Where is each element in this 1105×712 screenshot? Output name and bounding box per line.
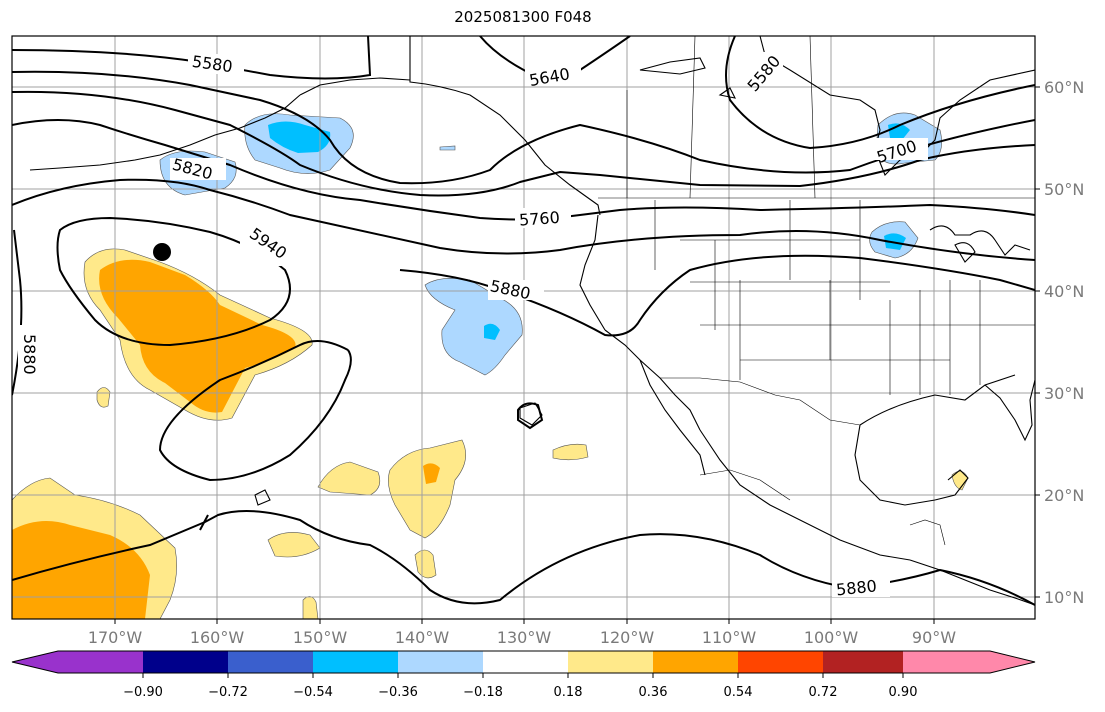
lon-ticks <box>114 619 935 624</box>
lon-label-150w: 150°W <box>293 628 348 647</box>
coastlines <box>29 36 1035 606</box>
hudson-bay <box>759 36 1035 176</box>
contour-label-5880-south: 5880 <box>835 576 877 599</box>
colorbar-segment-8 <box>653 651 738 673</box>
political-borders <box>598 36 1035 546</box>
lat-label-30n: 30°N <box>1044 384 1084 403</box>
pos-shade-hawaii-b <box>388 439 467 539</box>
lat-label-60n: 60°N <box>1044 78 1084 97</box>
contour-5640-west <box>12 70 1035 185</box>
lat-label-40n: 40°N <box>1044 282 1084 301</box>
contour-label-5760: 5760 <box>518 208 560 230</box>
pos-shade-small-g <box>302 596 319 619</box>
colorbar-segment-6 <box>483 651 568 673</box>
pos-shade-central-pacific-core <box>99 259 296 413</box>
colorbar-label-n036: −0.36 <box>378 685 418 700</box>
lon-label-110w: 110°W <box>702 628 757 647</box>
contour-5700 <box>12 90 1035 197</box>
gulf-coast <box>859 374 1016 426</box>
pos-shade-small-e <box>552 443 589 461</box>
contour-5760 <box>12 119 1035 221</box>
lat-label-20n: 20°N <box>1044 486 1084 505</box>
lon-label-160w: 160°W <box>190 628 245 647</box>
colorbar-label-n054: −0.54 <box>293 685 333 700</box>
contour-label-backgrounds <box>18 52 928 597</box>
colorbar-segment-7 <box>568 651 653 673</box>
central-america <box>909 559 1035 606</box>
pos-shade-hawaii-a <box>317 461 381 496</box>
colorbar-segment-under <box>12 651 58 673</box>
colorbar-label-p072: 0.72 <box>809 685 838 700</box>
location-marker <box>153 243 171 261</box>
colorbar-segment-2 <box>143 651 228 673</box>
bc-coast <box>579 214 606 331</box>
colorbar-outline <box>11 650 1036 674</box>
great-lakes <box>929 225 1031 256</box>
lat-label-50n: 50°N <box>1044 180 1084 199</box>
colorbar-segment-3 <box>228 651 313 673</box>
colorbar-segment-9 <box>738 651 823 673</box>
florida <box>984 379 1035 442</box>
alaska-peninsula <box>299 77 411 96</box>
lat-ticks <box>1035 86 1040 598</box>
mexico-west-coast <box>699 429 911 561</box>
lat-labels: 60°N 50°N 40°N 30°N 20°N 10°N <box>1044 78 1084 607</box>
neg-shade-aleutian-a-core <box>268 121 331 153</box>
height-contours <box>12 36 1035 606</box>
neg-shade-great-lakes-core <box>884 233 906 250</box>
hawaii-island-2 <box>254 489 271 506</box>
colorbar-label-n090: −0.90 <box>123 685 163 700</box>
colorbar-label-p090: 0.90 <box>889 685 918 700</box>
colorbar-segment-10 <box>823 651 903 673</box>
colorbar-segment-5 <box>398 651 483 673</box>
lon-label-140w: 140°W <box>395 628 450 647</box>
lon-labels: 170°W 160°W 150°W 140°W 130°W 120°W 110°… <box>88 628 956 647</box>
colorbar-label-p054: 0.54 <box>724 685 753 700</box>
colorbar-label-p036: 0.36 <box>639 685 668 700</box>
lake-shape <box>954 242 976 263</box>
colorbar-segment-4 <box>313 651 398 673</box>
aleutian-chain <box>29 94 301 171</box>
colorbar-segment-1b <box>58 651 143 673</box>
map-title: 2025081300 F048 <box>454 8 592 26</box>
pos-shade-hawaii-b-core <box>423 463 440 484</box>
mexico-gulf <box>854 424 936 506</box>
lon-label-90w: 90°W <box>912 628 956 647</box>
colorbar-label-p018: 0.18 <box>554 685 583 700</box>
neg-shade-ne-pacific-core <box>484 323 500 340</box>
us-mexico-border <box>660 377 861 426</box>
contour-small-loop <box>199 514 209 531</box>
colorbar: −0.90 −0.72 −0.54 −0.36 −0.18 0.18 0.36 … <box>11 650 1036 700</box>
colorbar-ticks <box>142 673 904 678</box>
contour-5940-small <box>517 402 544 430</box>
pos-shade-small-d <box>414 549 437 579</box>
lon-label-170w: 170°W <box>88 628 143 647</box>
lon-label-100w: 100°W <box>804 628 859 647</box>
colorbar-segment-11 <box>903 651 990 673</box>
arctic-island-1 <box>639 57 706 75</box>
lat-label-10n: 10°N <box>1044 588 1084 607</box>
contour-5820 <box>12 178 1035 261</box>
arctic-island-2 <box>718 87 736 99</box>
alaska-coast <box>409 36 601 216</box>
pos-shade-small-f <box>96 387 111 408</box>
neg-shade-tiny <box>439 145 456 151</box>
colorbar-segment-over <box>990 651 1035 673</box>
lon-label-120w: 120°W <box>600 628 655 647</box>
baja-peninsula <box>639 359 706 476</box>
colorbar-label-n018: −0.18 <box>463 685 503 700</box>
contour-label-5880-west: 5880 <box>20 334 39 375</box>
contour-5580-east <box>725 36 1035 150</box>
lon-label-130w: 130°W <box>497 628 552 647</box>
contour-5940 <box>56 216 291 347</box>
yucatan <box>934 469 969 501</box>
colorbar-label-n072: −0.72 <box>208 685 248 700</box>
positive-anomaly-shading <box>12 248 969 619</box>
